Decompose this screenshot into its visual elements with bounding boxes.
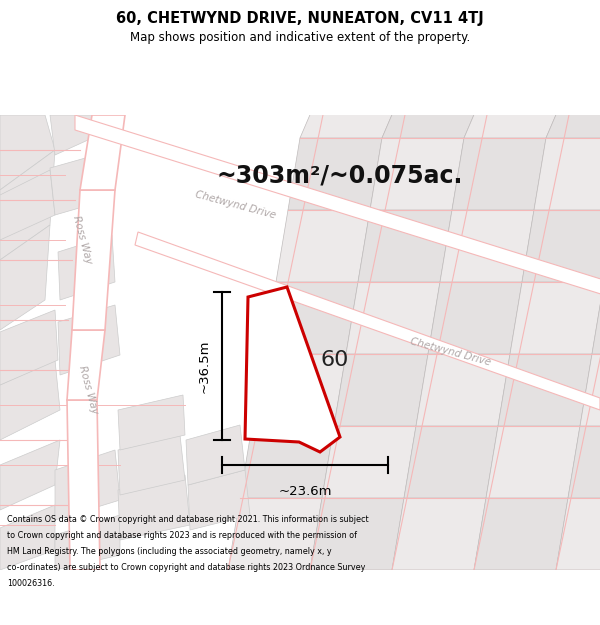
Polygon shape	[486, 426, 580, 498]
Polygon shape	[72, 190, 115, 330]
Polygon shape	[67, 400, 100, 570]
Text: 60, CHETWYND DRIVE, NUNEATON, CV11 4TJ: 60, CHETWYND DRIVE, NUNEATON, CV11 4TJ	[116, 11, 484, 26]
Polygon shape	[0, 505, 55, 570]
Polygon shape	[55, 515, 120, 570]
Text: Ross Way: Ross Way	[77, 364, 99, 416]
Polygon shape	[245, 287, 340, 452]
Text: ~23.6m: ~23.6m	[278, 485, 332, 498]
Polygon shape	[58, 305, 120, 375]
Polygon shape	[58, 235, 115, 300]
Text: 100026316.: 100026316.	[7, 579, 55, 588]
Polygon shape	[510, 282, 600, 354]
Polygon shape	[416, 354, 510, 426]
Polygon shape	[288, 138, 382, 210]
Text: co-ordinates) are subject to Crown copyright and database rights 2023 Ordnance S: co-ordinates) are subject to Crown copyr…	[7, 563, 365, 572]
Text: HM Land Registry. The polygons (including the associated geometry, namely x, y: HM Land Registry. The polygons (includin…	[7, 547, 332, 556]
Polygon shape	[392, 498, 486, 570]
Polygon shape	[80, 115, 125, 190]
Polygon shape	[382, 110, 476, 138]
Polygon shape	[118, 435, 185, 495]
Polygon shape	[228, 498, 322, 570]
Polygon shape	[50, 155, 100, 215]
Polygon shape	[264, 282, 358, 354]
Polygon shape	[580, 354, 600, 426]
Text: 60: 60	[321, 350, 349, 370]
Polygon shape	[322, 426, 416, 498]
Polygon shape	[522, 210, 600, 282]
Polygon shape	[546, 110, 600, 138]
Polygon shape	[404, 426, 498, 498]
Text: Ross Way: Ross Way	[71, 214, 93, 266]
Polygon shape	[0, 170, 55, 240]
Polygon shape	[0, 440, 60, 510]
Text: Chetwynd Drive: Chetwynd Drive	[194, 189, 277, 221]
Polygon shape	[118, 395, 185, 450]
Polygon shape	[276, 210, 370, 282]
Polygon shape	[252, 354, 346, 426]
Polygon shape	[188, 470, 250, 530]
Polygon shape	[0, 150, 55, 260]
Polygon shape	[498, 354, 592, 426]
Polygon shape	[592, 282, 600, 354]
Polygon shape	[452, 138, 546, 210]
Text: ~303m²/~0.075ac.: ~303m²/~0.075ac.	[217, 163, 463, 187]
Polygon shape	[556, 498, 600, 570]
Text: Contains OS data © Crown copyright and database right 2021. This information is : Contains OS data © Crown copyright and d…	[7, 515, 369, 524]
Polygon shape	[55, 450, 120, 520]
Polygon shape	[474, 498, 568, 570]
Text: Chetwynd Drive: Chetwynd Drive	[409, 336, 491, 367]
Polygon shape	[240, 426, 334, 498]
Polygon shape	[568, 426, 600, 498]
Polygon shape	[358, 210, 452, 282]
Polygon shape	[0, 115, 55, 190]
Text: Map shows position and indicative extent of the property.: Map shows position and indicative extent…	[130, 31, 470, 44]
Polygon shape	[534, 138, 600, 210]
Polygon shape	[310, 498, 404, 570]
Polygon shape	[300, 110, 394, 138]
Text: to Crown copyright and database rights 2023 and is reproduced with the permissio: to Crown copyright and database rights 2…	[7, 531, 357, 540]
Polygon shape	[67, 330, 105, 400]
Text: ~36.5m: ~36.5m	[197, 339, 211, 392]
Polygon shape	[50, 115, 110, 155]
Polygon shape	[118, 475, 190, 540]
Polygon shape	[135, 232, 600, 410]
Polygon shape	[440, 210, 534, 282]
Polygon shape	[370, 138, 464, 210]
Polygon shape	[186, 425, 245, 485]
Polygon shape	[0, 225, 50, 330]
Polygon shape	[464, 110, 558, 138]
Polygon shape	[0, 360, 60, 440]
Polygon shape	[0, 310, 58, 385]
Polygon shape	[75, 115, 600, 300]
Polygon shape	[428, 282, 522, 354]
Polygon shape	[346, 282, 440, 354]
Polygon shape	[334, 354, 428, 426]
